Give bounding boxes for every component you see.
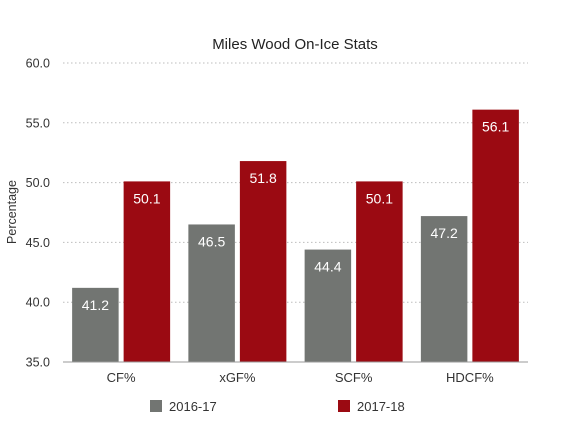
- y-tick-label: 35.0: [26, 356, 50, 370]
- data-label: 56.1: [482, 119, 509, 135]
- legend: 2016-17 2017-18: [150, 399, 405, 414]
- bar-2016-17-xGF%: [188, 224, 235, 362]
- data-label: 41.2: [82, 297, 109, 313]
- x-axis-categories: CF% xGF% SCF% HDCF%: [107, 370, 494, 385]
- bar-2016-17-CF%: [72, 287, 119, 362]
- y-axis-ticks: 35.0 40.0 45.0 50.0 55.0 60.0: [26, 57, 50, 370]
- y-tick-label: 45.0: [26, 236, 50, 250]
- data-label: 51.8: [250, 170, 277, 186]
- data-labels: 41.2 50.1 46.5 51.8 44.4 50.1 47.2 56.1: [82, 119, 510, 313]
- y-axis-label: Percentage: [5, 180, 19, 244]
- bar-2017-18-xGF%: [239, 161, 287, 362]
- chart-title: Miles Wood On-Ice Stats: [212, 36, 378, 53]
- data-label: 50.1: [133, 190, 160, 206]
- bars: [72, 109, 519, 362]
- data-label: 46.5: [198, 233, 225, 249]
- x-category-label: xGF%: [219, 370, 256, 385]
- bar-2017-18-SCF%: [356, 181, 403, 362]
- x-category-label: HDCF%: [446, 370, 494, 385]
- bar-2016-17-HDCF%: [420, 216, 468, 362]
- x-category-label: CF%: [107, 370, 136, 385]
- legend-swatch: [150, 400, 162, 412]
- data-label: 47.2: [431, 225, 458, 241]
- bar-2017-18-CF%: [123, 181, 171, 362]
- bar-2017-18-HDCF%: [472, 109, 519, 362]
- legend-label: 2016-17: [169, 399, 217, 414]
- y-tick-label: 40.0: [26, 296, 50, 310]
- bar-2016-17-SCF%: [304, 249, 352, 362]
- legend-label: 2017-18: [357, 399, 405, 414]
- y-tick-label: 60.0: [26, 57, 50, 71]
- x-category-label: SCF%: [335, 370, 373, 385]
- legend-swatch: [338, 400, 350, 412]
- data-label: 44.4: [314, 259, 341, 275]
- y-tick-label: 50.0: [26, 176, 50, 190]
- y-tick-label: 55.0: [26, 116, 50, 130]
- data-label: 50.1: [366, 190, 393, 206]
